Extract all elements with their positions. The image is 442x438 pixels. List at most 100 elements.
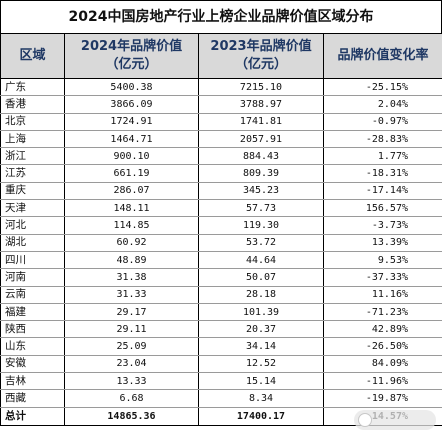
region-cell: 陕西 — [0, 320, 65, 339]
change-rate-cell: -37.33% — [323, 268, 442, 287]
change-rate-cell: -19.87% — [323, 389, 442, 408]
value-2023-cell: 884.43 — [198, 147, 324, 166]
header-region: 区域 — [0, 33, 65, 79]
region-cell: 四川 — [0, 250, 65, 270]
region-cell: 河北 — [0, 216, 65, 235]
change-rate-cell: -17.14% — [323, 181, 442, 201]
table-header-row: 区域 2024年品牌价值 （亿元） 2023年品牌价值 （亿元） 品牌价值变化率 — [0, 33, 442, 79]
value-2024-cell: 29.11 — [64, 320, 199, 339]
value-2023-cell: 1741.81 — [198, 112, 324, 131]
table-row: 吉林 13.33 15.14 -11.96% — [0, 372, 442, 391]
region-cell: 上海 — [0, 129, 65, 149]
value-2023-cell: 8.34 — [198, 389, 324, 408]
region-cell: 浙江 — [0, 147, 65, 166]
change-rate-cell: -11.96% — [323, 372, 442, 391]
change-rate-cell: -71.23% — [323, 302, 442, 322]
change-rate-cell: 84.09% — [323, 354, 442, 374]
table-row: 陕西 29.11 20.37 42.89% — [0, 320, 442, 339]
region-cell: 河南 — [0, 268, 65, 287]
table-row: 上海 1464.71 2057.91 -28.83% — [0, 129, 442, 149]
value-2023-cell: 50.07 — [198, 268, 324, 287]
brand-value-table: 区域 2024年品牌价值 （亿元） 2023年品牌价值 （亿元） 品牌价值变化率… — [0, 33, 442, 426]
table-row: 广东 5400.38 7215.10 -25.15% — [0, 77, 442, 97]
region-cell: 西藏 — [0, 389, 65, 408]
value-2024-cell: 900.10 — [64, 147, 199, 166]
table-row: 浙江 900.10 884.43 1.77% — [0, 147, 442, 166]
region-cell: 广东 — [0, 77, 65, 97]
value-2024-cell: 13.33 — [64, 372, 199, 391]
value-2024-cell: 3866.09 — [64, 95, 199, 114]
value-2024-cell: 25.09 — [64, 337, 199, 356]
value-2024-cell: 5400.38 — [64, 77, 199, 97]
total-value-2024: 14865.36 — [64, 406, 199, 426]
table-body: 广东 5400.38 7215.10 -25.15% 香港 3866.09 3788.97 2… — [0, 77, 442, 408]
region-cell: 山东 — [0, 337, 65, 356]
value-2024-cell: 6.68 — [64, 389, 199, 408]
change-rate-cell: -0.97% — [323, 112, 442, 131]
change-rate-cell: 11.16% — [323, 285, 442, 304]
region-cell: 天津 — [0, 199, 65, 218]
value-2024-cell: 114.85 — [64, 216, 199, 235]
header-change-rate: 品牌价值变化率 — [323, 33, 442, 79]
change-rate-cell: -28.83% — [323, 129, 442, 149]
table-row: 山东 25.09 34.14 -26.50% — [0, 337, 442, 356]
watermark-dot-icon — [358, 413, 372, 427]
value-2023-cell: 28.18 — [198, 285, 324, 304]
table-row: 河北 114.85 119.30 -3.73% — [0, 216, 442, 235]
value-2024-cell: 661.19 — [64, 164, 199, 183]
value-2023-cell: 2057.91 — [198, 129, 324, 149]
value-2023-cell: 345.23 — [198, 181, 324, 201]
value-2024-cell: 286.07 — [64, 181, 199, 201]
change-rate-cell: 2.04% — [323, 95, 442, 114]
value-2023-cell: 44.64 — [198, 250, 324, 270]
table-row: 四川 48.89 44.64 9.53% — [0, 250, 442, 270]
region-cell: 重庆 — [0, 181, 65, 201]
change-rate-cell: -3.73% — [323, 216, 442, 235]
table-row: 安徽 23.04 12.52 84.09% — [0, 354, 442, 374]
change-rate-cell: 42.89% — [323, 320, 442, 339]
region-cell: 福建 — [0, 302, 65, 322]
value-2024-cell: 1724.91 — [64, 112, 199, 131]
table-row: 湖北 60.92 53.72 13.39% — [0, 233, 442, 252]
value-2023-cell: 15.14 — [198, 372, 324, 391]
region-cell: 吉林 — [0, 372, 65, 391]
total-label: 总计 — [0, 406, 65, 426]
logo-watermark-icon — [354, 410, 436, 430]
change-rate-cell: 13.39% — [323, 233, 442, 252]
region-cell: 江苏 — [0, 164, 65, 183]
value-2023-cell: 7215.10 — [198, 77, 324, 97]
header-value-2023: 2023年品牌价值 （亿元） — [198, 33, 324, 79]
value-2024-cell: 48.89 — [64, 250, 199, 270]
table-row: 云南 31.33 28.18 11.16% — [0, 285, 442, 304]
page-title: 2024中国房地产行业上榜企业品牌价值区域分布 — [0, 0, 442, 33]
total-value-2023: 17400.17 — [198, 406, 324, 426]
region-cell: 北京 — [0, 112, 65, 131]
table-row: 重庆 286.07 345.23 -17.14% — [0, 181, 442, 201]
value-2023-cell: 12.52 — [198, 354, 324, 374]
value-2023-cell: 53.72 — [198, 233, 324, 252]
change-rate-cell: 156.57% — [323, 199, 442, 218]
value-2023-cell: 809.39 — [198, 164, 324, 183]
region-cell: 香港 — [0, 95, 65, 114]
value-2023-cell: 34.14 — [198, 337, 324, 356]
value-2024-cell: 23.04 — [64, 354, 199, 374]
value-2024-cell: 148.11 — [64, 199, 199, 218]
change-rate-cell: 1.77% — [323, 147, 442, 166]
table-row: 河南 31.38 50.07 -37.33% — [0, 268, 442, 287]
header-value-2024: 2024年品牌价值 （亿元） — [64, 33, 199, 79]
region-cell: 云南 — [0, 285, 65, 304]
value-2023-cell: 3788.97 — [198, 95, 324, 114]
value-2023-cell: 57.73 — [198, 199, 324, 218]
value-2024-cell: 29.17 — [64, 302, 199, 322]
value-2024-cell: 1464.71 — [64, 129, 199, 149]
table-row: 北京 1724.91 1741.81 -0.97% — [0, 112, 442, 131]
table-row: 江苏 661.19 809.39 -18.31% — [0, 164, 442, 183]
change-rate-cell: -18.31% — [323, 164, 442, 183]
change-rate-cell: 9.53% — [323, 250, 442, 270]
table-row: 西藏 6.68 8.34 -19.87% — [0, 389, 442, 408]
value-2023-cell: 101.39 — [198, 302, 324, 322]
region-cell: 安徽 — [0, 354, 65, 374]
value-2023-cell: 119.30 — [198, 216, 324, 235]
table-row: 天津 148.11 57.73 156.57% — [0, 199, 442, 218]
change-rate-cell: -26.50% — [323, 337, 442, 356]
